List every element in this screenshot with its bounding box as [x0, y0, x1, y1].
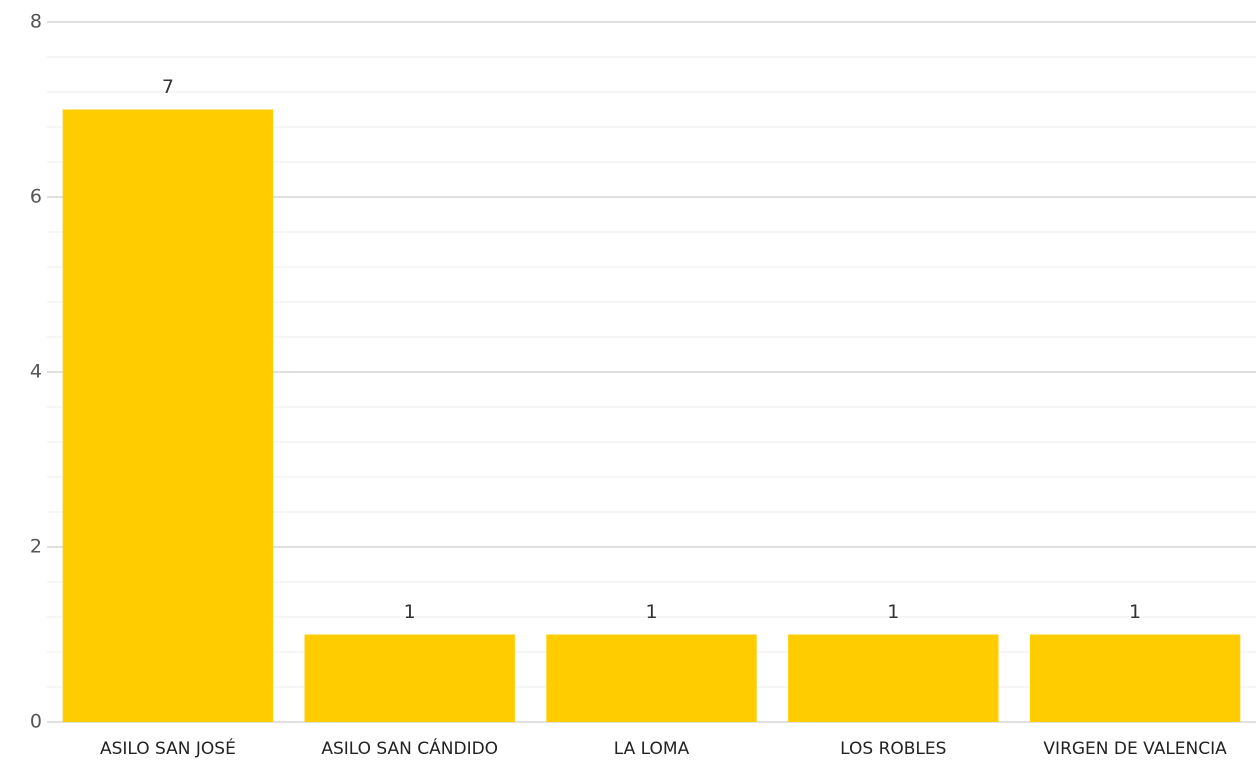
- x-tick-label: ASILO SAN JOSÉ: [100, 737, 236, 759]
- value-label: 1: [404, 601, 416, 623]
- bar: [1029, 634, 1241, 722]
- y-tick-label: 2: [30, 536, 42, 558]
- bar: [546, 634, 757, 722]
- value-label: 1: [1129, 601, 1141, 623]
- y-tick-label: 6: [30, 186, 42, 208]
- value-label: 1: [645, 601, 657, 623]
- x-tick-label: ASILO SAN CÁNDIDO: [321, 737, 498, 759]
- x-tick-label: LA LOMA: [614, 739, 690, 759]
- bar: [304, 634, 515, 722]
- value-label: 1: [887, 601, 899, 623]
- y-tick-label: 8: [30, 11, 42, 33]
- value-label: 7: [162, 76, 174, 98]
- y-tick-label: 0: [30, 711, 42, 733]
- y-tick-label: 4: [30, 361, 42, 383]
- x-tick-label: VIRGEN DE VALENCIA: [1043, 739, 1227, 759]
- x-tick-label: LOS ROBLES: [840, 739, 946, 759]
- bar: [62, 109, 274, 722]
- bar: [788, 634, 999, 722]
